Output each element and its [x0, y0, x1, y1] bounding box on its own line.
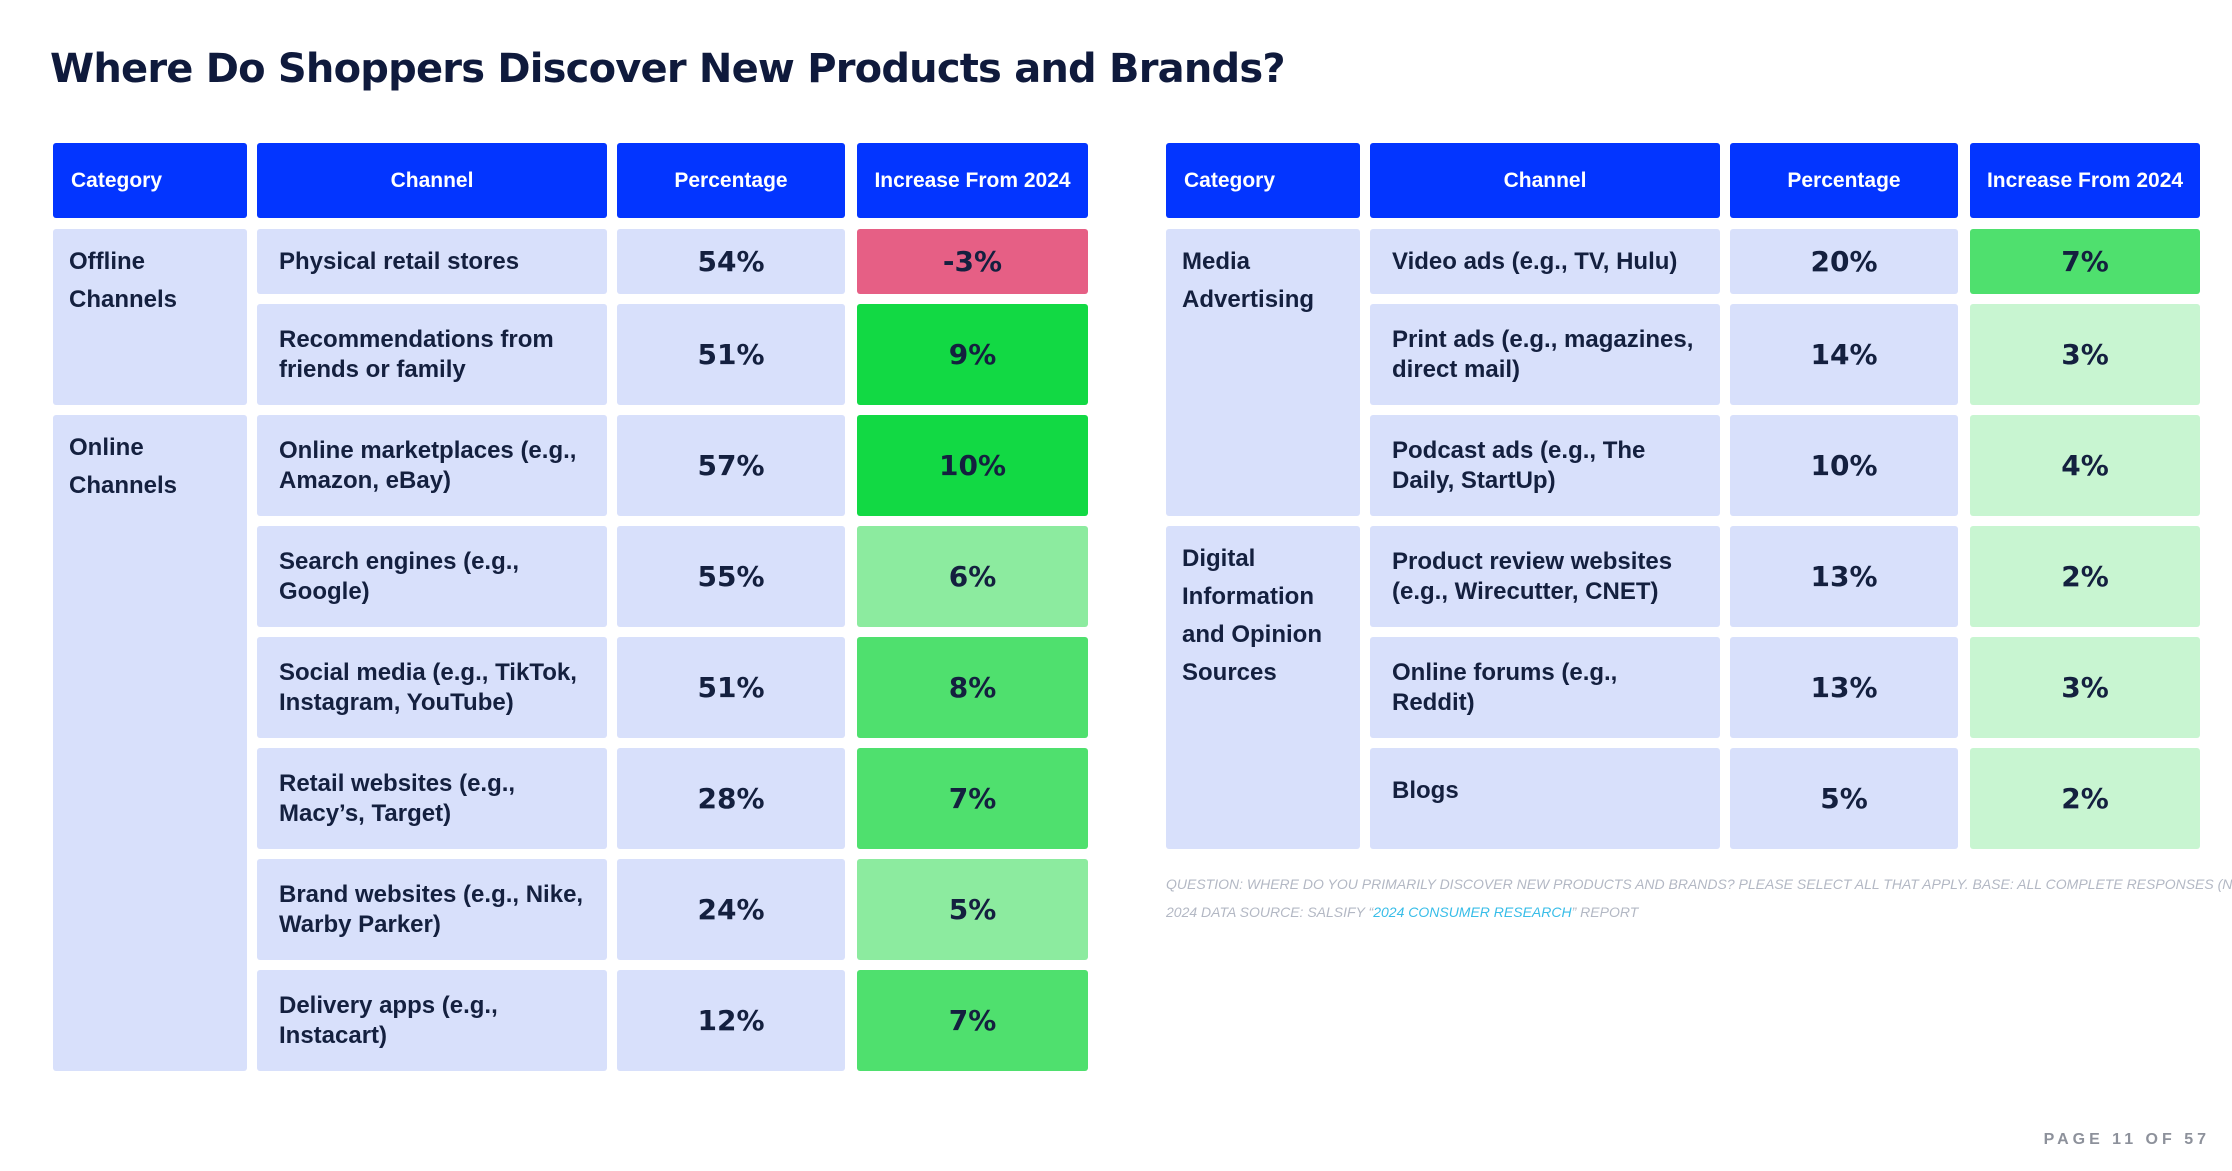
percentage-cell: 13%	[1730, 526, 1958, 627]
increase-cell: 4%	[1970, 415, 2200, 516]
category-cell: Offline Channels	[53, 229, 247, 405]
channel-cell: Retail websites (e.g., Macy’s, Target)	[257, 748, 607, 849]
channel-cell: Online marketplaces (e.g., Amazon, eBay)	[257, 415, 607, 516]
percentage-cell: 13%	[1730, 637, 1958, 738]
discovery-table-left: Category Channel Percentage Increase Fro…	[53, 143, 1088, 1073]
percentage-cell: 14%	[1730, 304, 1958, 405]
category-cell: Online Channels	[53, 415, 247, 1071]
channel-cell: Delivery apps (e.g., Instacart)	[257, 970, 607, 1071]
increase-cell: 8%	[857, 637, 1088, 738]
source-prefix: 2024 DATA SOURCE: SALSIFY “	[1166, 904, 1374, 920]
page-title: Where Do Shoppers Discover New Products …	[50, 46, 1286, 92]
percentage-cell: 57%	[617, 415, 845, 516]
increase-cell: 3%	[1970, 304, 2200, 405]
increase-cell: 6%	[857, 526, 1088, 627]
increase-cell: 3%	[1970, 637, 2200, 738]
percentage-cell: 24%	[617, 859, 845, 960]
percentage-cell: 10%	[1730, 415, 1958, 516]
channel-cell: Social media (e.g., TikTok, Instagram, Y…	[257, 637, 607, 738]
category-cell: Digital Information and Opinion Sources	[1166, 526, 1360, 849]
source-report-link[interactable]: 2024 CONSUMER RESEARCH	[1373, 904, 1572, 920]
category-cell: Media Advertising	[1166, 229, 1360, 516]
header-increase: Increase From 2024	[857, 143, 1088, 218]
increase-cell: 5%	[857, 859, 1088, 960]
source-suffix: ” REPORT	[1571, 904, 1639, 920]
channel-cell: Brand websites (e.g., Nike, Warby Parker…	[257, 859, 607, 960]
discovery-table-right: Category Channel Percentage Increase Fro…	[1166, 143, 2200, 1073]
header-channel: Channel	[257, 143, 607, 218]
increase-cell: 7%	[857, 970, 1088, 1071]
channel-cell: Physical retail stores	[257, 229, 607, 294]
percentage-cell: 28%	[617, 748, 845, 849]
channel-cell: Video ads (e.g., TV, Hulu)	[1370, 229, 1720, 294]
increase-cell: 9%	[857, 304, 1088, 405]
channel-cell: Product review websites (e.g., Wirecutte…	[1370, 526, 1720, 627]
increase-cell: 7%	[857, 748, 1088, 849]
source-line: 2024 DATA SOURCE: SALSIFY “2024 CONSUMER…	[1166, 898, 2232, 926]
header-increase: Increase From 2024	[1970, 143, 2200, 218]
header-channel: Channel	[1370, 143, 1720, 218]
percentage-cell: 5%	[1730, 748, 1958, 849]
increase-cell: 2%	[1970, 748, 2200, 849]
increase-cell: 10%	[857, 415, 1088, 516]
percentage-cell: 51%	[617, 637, 845, 738]
header-percentage: Percentage	[1730, 143, 1958, 218]
page-number: PAGE 11 OF 57	[2043, 1131, 2210, 1148]
channel-cell: Podcast ads (e.g., The Daily, StartUp)	[1370, 415, 1720, 516]
percentage-cell: 55%	[617, 526, 845, 627]
channel-cell: Online forums (e.g., Reddit)	[1370, 637, 1720, 738]
channel-cell: Recommendations from friends or family	[257, 304, 607, 405]
percentage-cell: 12%	[617, 970, 845, 1071]
header-percentage: Percentage	[617, 143, 845, 218]
header-category: Category	[53, 143, 247, 218]
percentage-cell: 51%	[617, 304, 845, 405]
percentage-cell: 20%	[1730, 229, 1958, 294]
header-category: Category	[1166, 143, 1360, 218]
question-note: QUESTION: WHERE DO YOU PRIMARILY DISCOVE…	[1166, 876, 2232, 892]
channel-cell: Print ads (e.g., magazines, direct mail)	[1370, 304, 1720, 405]
increase-cell: -3%	[857, 229, 1088, 294]
percentage-cell: 54%	[617, 229, 845, 294]
source-note: QUESTION: WHERE DO YOU PRIMARILY DISCOVE…	[1166, 870, 2232, 926]
channel-cell: Blogs	[1370, 748, 1720, 849]
increase-cell: 2%	[1970, 526, 2200, 627]
increase-cell: 7%	[1970, 229, 2200, 294]
channel-cell: Search engines (e.g., Google)	[257, 526, 607, 627]
